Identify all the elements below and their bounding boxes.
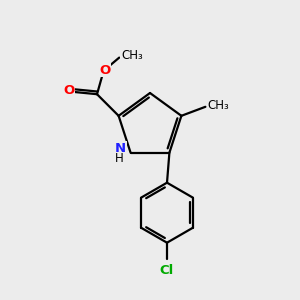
Text: N: N — [115, 142, 126, 155]
Text: Cl: Cl — [160, 264, 174, 277]
Text: O: O — [63, 84, 74, 97]
Text: CH₃: CH₃ — [208, 98, 230, 112]
Text: CH₃: CH₃ — [121, 49, 143, 62]
Text: H: H — [115, 152, 124, 165]
Text: O: O — [100, 64, 111, 77]
